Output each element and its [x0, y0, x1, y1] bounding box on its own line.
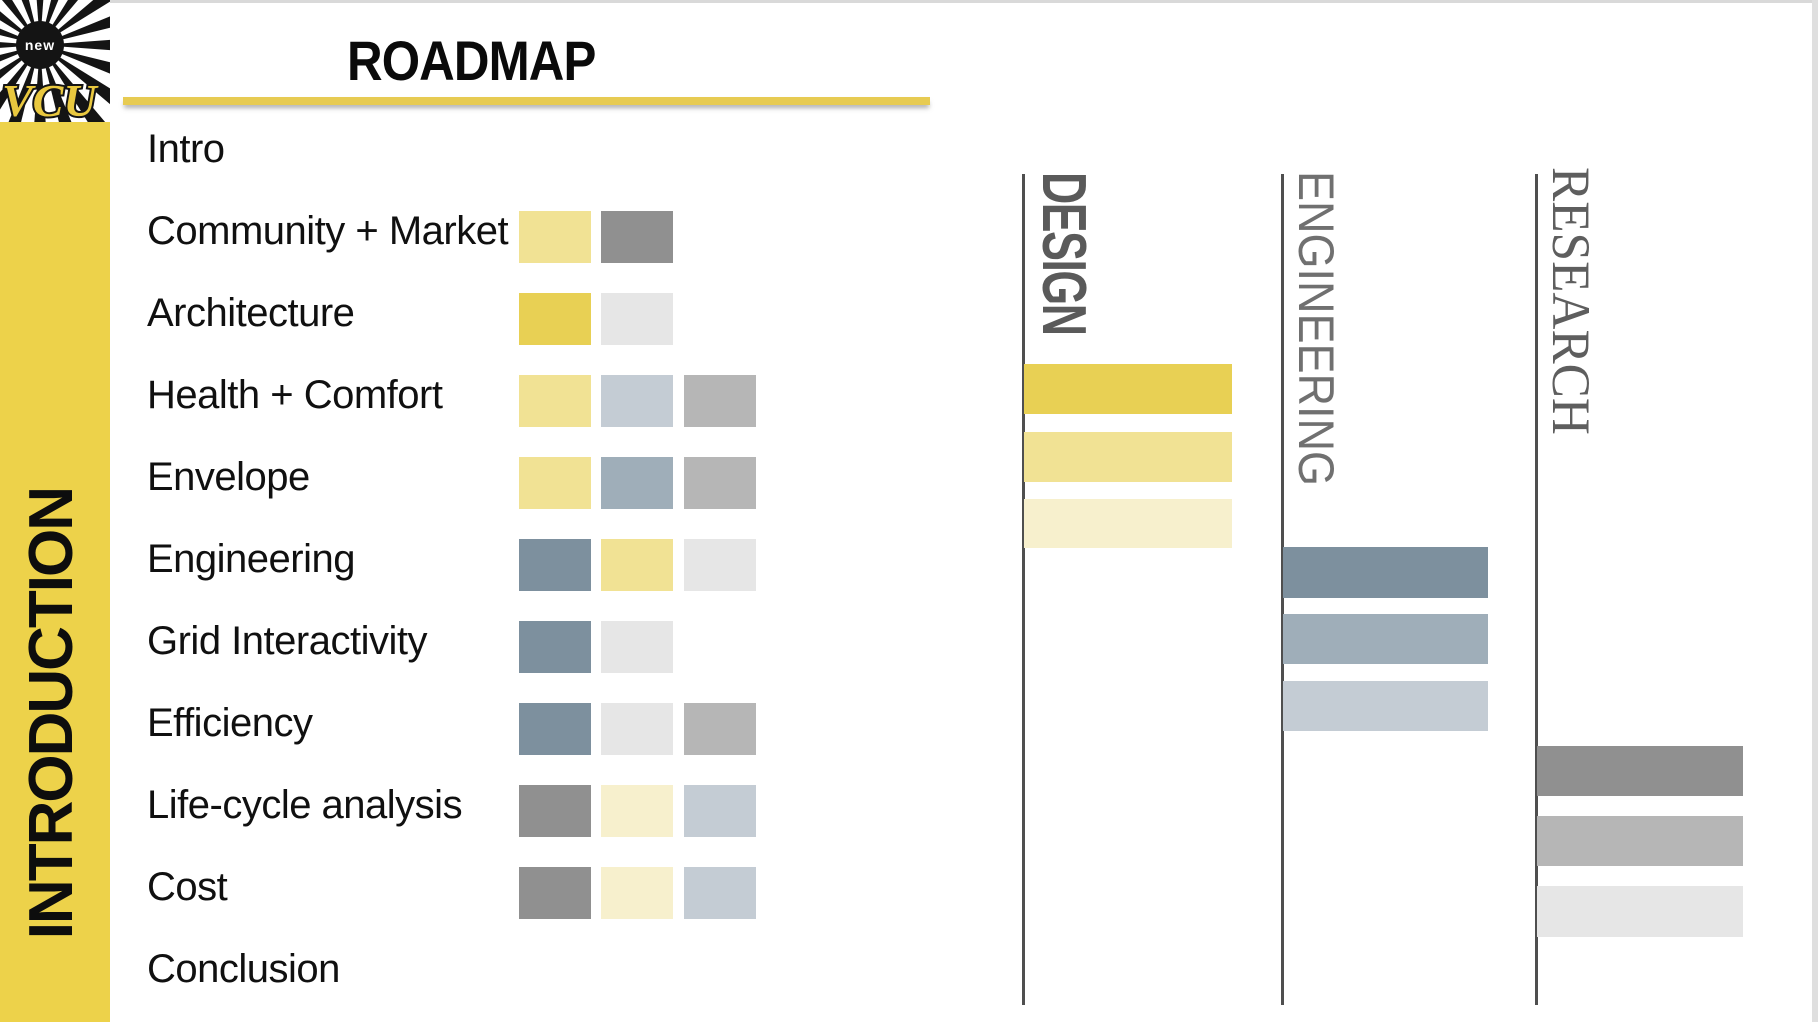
roadmap-row-label: Engineering [147, 537, 356, 581]
roadmap-swatch [601, 539, 673, 591]
logo-new-text: new [25, 37, 55, 53]
roadmap-swatch [601, 457, 673, 509]
column-label-design: DESIGN [1029, 172, 1098, 335]
roadmap-swatch [684, 785, 756, 837]
vcu-logo: new VCU [0, 0, 110, 122]
roadmap-swatch [519, 867, 591, 919]
gantt-bar-engineering [1283, 681, 1488, 731]
gantt-bar-research [1537, 886, 1743, 937]
slide-right-edge [1812, 0, 1818, 1022]
roadmap-row-label: Grid Interactivity [147, 619, 427, 663]
roadmap-row-label: Envelope [147, 455, 310, 499]
roadmap-swatch [519, 539, 591, 591]
gantt-bar-research [1537, 816, 1743, 866]
roadmap-row-label: Health + Comfort [147, 373, 443, 417]
roadmap-swatch [601, 867, 673, 919]
gantt-bar-engineering [1283, 547, 1488, 598]
roadmap-swatch [519, 211, 591, 263]
roadmap-swatch [601, 621, 673, 673]
gantt-bar-research [1537, 746, 1743, 796]
roadmap-row-label: Community + Market [147, 209, 509, 253]
sidebar-section-label: INTRODUCTION [17, 488, 86, 940]
vcu-starburst-icon: new VCU [0, 0, 110, 122]
roadmap-swatch [519, 457, 591, 509]
roadmap-swatch [684, 867, 756, 919]
roadmap-swatch [684, 539, 756, 591]
roadmap-row-label: Life-cycle analysis [147, 783, 463, 827]
column-label-engineering: ENGINEERING [1288, 171, 1344, 487]
gantt-bar-design [1024, 432, 1232, 482]
roadmap-swatch [684, 703, 756, 755]
roadmap-row-label: Architecture [147, 291, 355, 335]
slide-top-border [0, 0, 1818, 3]
roadmap-swatch [519, 785, 591, 837]
roadmap-swatch [519, 375, 591, 427]
roadmap-swatch [601, 211, 673, 263]
roadmap-swatch [601, 785, 673, 837]
gantt-axis-engineering [1281, 174, 1284, 1005]
roadmap-swatch [601, 293, 673, 345]
intro-sidebar [0, 122, 110, 1022]
roadmap-swatch [684, 457, 756, 509]
gantt-bar-design [1024, 499, 1232, 548]
roadmap-row-label: Intro [147, 127, 225, 171]
roadmap-swatch [519, 293, 591, 345]
roadmap-row-label: Cost [147, 865, 228, 909]
roadmap-row-label: Efficiency [147, 701, 313, 745]
gantt-bar-design [1024, 364, 1232, 414]
roadmap-row-label: Conclusion [147, 947, 340, 991]
roadmap-swatch [601, 703, 673, 755]
roadmap-swatch [519, 703, 591, 755]
gantt-axis-research [1535, 174, 1538, 1005]
page-title: ROADMAP [347, 29, 596, 92]
roadmap-swatch [684, 375, 756, 427]
column-label-research: RESEARCH [1541, 167, 1601, 435]
title-underline [123, 97, 930, 105]
logo-brand-text: VCU [2, 75, 99, 122]
gantt-bar-engineering [1283, 614, 1488, 664]
roadmap-swatch [519, 621, 591, 673]
roadmap-swatch [601, 375, 673, 427]
gantt-axis-design [1022, 174, 1025, 1005]
